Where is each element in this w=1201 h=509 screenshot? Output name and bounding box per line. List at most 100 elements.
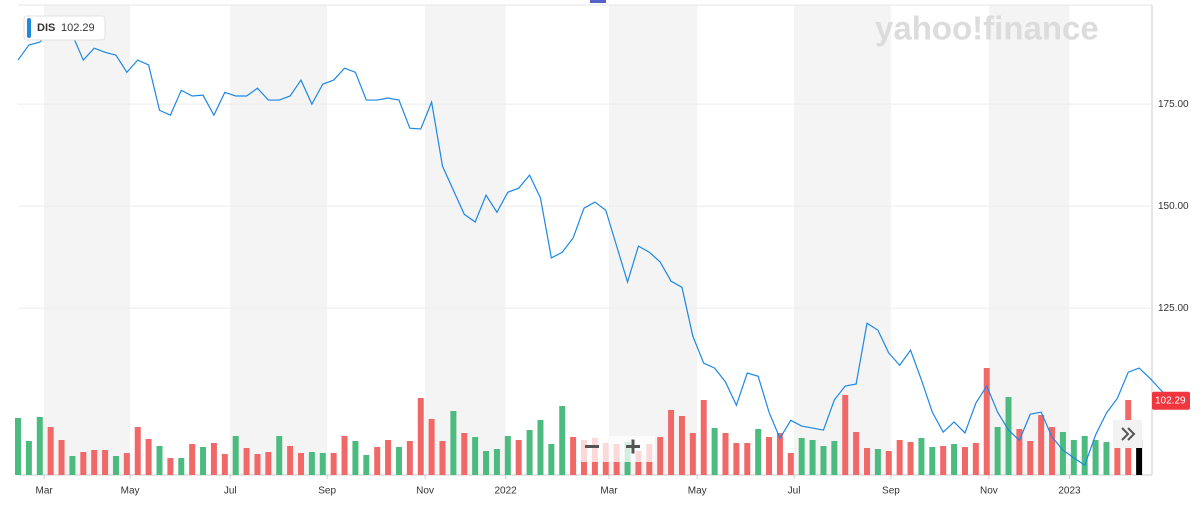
x-tick-label: Sep <box>318 486 336 497</box>
volume-bar <box>635 451 642 475</box>
volume-bar <box>112 456 119 475</box>
volume-bar <box>1059 432 1066 475</box>
x-tick-label: Mar <box>600 486 618 497</box>
x-tick-label: Jul <box>788 486 801 497</box>
volume-bar <box>1114 444 1121 475</box>
volume-bar <box>439 441 446 475</box>
volume-bar <box>504 436 511 475</box>
volume-bar <box>134 427 141 475</box>
y-tick-label: 150.00 <box>1158 201 1189 212</box>
volume-bar <box>853 432 860 475</box>
volume-bar <box>123 453 130 475</box>
volume-bar <box>374 447 381 475</box>
volume-bar <box>885 451 892 475</box>
volume-bar <box>395 447 402 475</box>
volume-bar <box>287 446 294 475</box>
tooltip-price: 102.29 <box>61 22 95 34</box>
volume-bar <box>689 433 696 475</box>
volume-bar <box>243 448 250 475</box>
period-band <box>425 5 506 475</box>
expand-button[interactable] <box>1113 420 1142 448</box>
price-tooltip: DIS 102.29 <box>23 15 106 41</box>
volume-bar <box>25 441 32 475</box>
volume-bar <box>526 430 533 475</box>
volume-bar <box>700 400 707 475</box>
volume-bar <box>200 447 207 475</box>
x-tick-label: 2022 <box>495 486 518 497</box>
volume-bar <box>363 455 370 475</box>
price-badge-label: 102.29 <box>1155 395 1186 406</box>
volume-bar <box>918 438 925 475</box>
x-tick-label: May <box>121 486 140 497</box>
volume-bar <box>559 406 566 475</box>
tooltip-box <box>23 15 106 41</box>
volume-bar <box>657 437 664 475</box>
volume-bar <box>711 428 718 475</box>
volume-bar <box>994 427 1001 475</box>
volume-bar <box>864 448 870 475</box>
zoom-in-bar <box>631 439 635 454</box>
volume-bar <box>1103 442 1110 475</box>
volume-bar <box>145 439 152 475</box>
volume-bar <box>450 411 457 475</box>
y-tick-label: 175.00 <box>1158 99 1189 110</box>
x-tick-label: 2023 <box>1058 486 1081 497</box>
volume-bar <box>417 398 424 475</box>
volume-bar <box>15 418 21 475</box>
volume-bar <box>80 452 87 475</box>
period-band <box>609 5 698 475</box>
volume-bar <box>167 458 174 475</box>
volume-bar <box>319 453 326 475</box>
volume-bar <box>1027 441 1034 475</box>
volume-bar <box>940 446 947 475</box>
period-band <box>44 5 131 475</box>
volume-bar <box>69 456 76 475</box>
volume-bar <box>515 440 522 475</box>
ticker: DIS <box>37 22 55 34</box>
volume-bar <box>221 454 228 475</box>
volume-bar <box>983 368 990 475</box>
x-tick-label: Mar <box>36 486 54 497</box>
zoom-controls <box>578 436 655 462</box>
period-band <box>988 5 1070 475</box>
volume-bar <box>156 446 163 475</box>
x-tick-label: Nov <box>416 486 434 497</box>
volume-bar <box>820 446 827 475</box>
volume-bar <box>798 438 805 475</box>
volume-bar <box>210 443 217 475</box>
y-tick-label: 125.00 <box>1158 303 1189 314</box>
watermark: yahoo!finance <box>875 10 1099 47</box>
volume-bar <box>744 443 751 475</box>
volume-bar <box>548 444 555 475</box>
volume-bar <box>102 450 109 475</box>
scroll-handle[interactable] <box>590 0 606 3</box>
volume-bar <box>929 447 936 475</box>
volume-bar <box>58 440 65 475</box>
volume-bar <box>91 450 98 475</box>
volume-bar <box>722 433 729 475</box>
x-tick-label: Nov <box>980 486 998 497</box>
volume-bar <box>472 437 479 475</box>
volume-bar <box>352 441 359 475</box>
volume-bar <box>733 443 740 475</box>
volume-bar <box>678 416 685 475</box>
zoom-out[interactable] <box>585 445 599 448</box>
volume-bar <box>428 419 435 475</box>
volume-bar <box>755 429 762 475</box>
volume-bar <box>1016 429 1023 475</box>
x-tick-label: Sep <box>882 486 900 497</box>
x-tick-label: Jul <box>224 486 237 497</box>
volume-bar <box>276 436 283 475</box>
volume-bar <box>1136 440 1143 475</box>
volume-bar <box>36 417 43 475</box>
volume-bar <box>961 447 968 475</box>
volume-bar <box>809 440 816 475</box>
volume-bar <box>1092 440 1099 475</box>
volume-bar <box>874 449 881 475</box>
volume-bar <box>831 441 838 475</box>
volume-bar <box>1038 415 1045 475</box>
tooltip-marker <box>27 18 31 38</box>
volume-bar <box>907 442 914 475</box>
volume-bar <box>842 395 849 475</box>
